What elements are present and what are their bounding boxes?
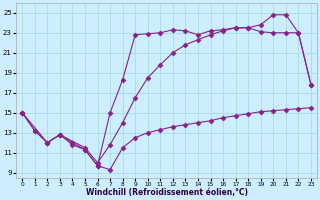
X-axis label: Windchill (Refroidissement éolien,°C): Windchill (Refroidissement éolien,°C) [85,188,248,197]
